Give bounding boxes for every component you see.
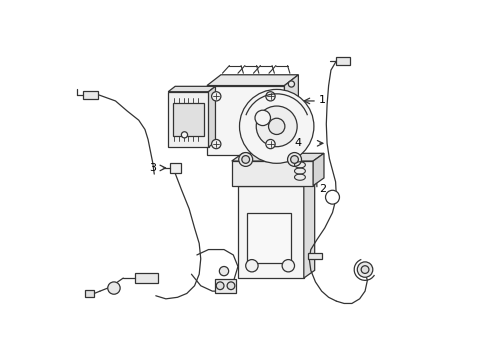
Circle shape	[291, 156, 298, 163]
Bar	[83, 91, 98, 99]
Text: 4: 4	[294, 138, 301, 148]
Polygon shape	[232, 161, 313, 186]
Circle shape	[220, 266, 229, 276]
Bar	[170, 163, 181, 173]
Bar	[215, 279, 236, 293]
Circle shape	[255, 110, 270, 126]
Polygon shape	[313, 153, 324, 186]
Circle shape	[256, 106, 297, 147]
Circle shape	[245, 260, 258, 272]
Polygon shape	[168, 86, 216, 92]
Circle shape	[282, 260, 294, 272]
Polygon shape	[209, 86, 216, 147]
Circle shape	[227, 282, 235, 289]
Circle shape	[108, 282, 120, 294]
Text: 3: 3	[149, 163, 156, 173]
Bar	[336, 57, 350, 65]
Bar	[135, 273, 158, 283]
Bar	[173, 103, 204, 136]
Circle shape	[269, 118, 285, 135]
Polygon shape	[238, 178, 315, 186]
Bar	[247, 213, 292, 263]
Bar	[308, 253, 321, 259]
Polygon shape	[207, 86, 285, 155]
Polygon shape	[168, 92, 209, 147]
Polygon shape	[238, 186, 304, 278]
Polygon shape	[232, 153, 324, 161]
Text: 2: 2	[319, 184, 326, 194]
Polygon shape	[304, 178, 315, 278]
Circle shape	[288, 153, 301, 166]
Polygon shape	[207, 75, 298, 86]
Circle shape	[357, 262, 373, 277]
Polygon shape	[285, 75, 298, 155]
Bar	[84, 289, 94, 297]
Circle shape	[266, 139, 275, 149]
Circle shape	[181, 132, 188, 138]
Circle shape	[240, 89, 314, 163]
Circle shape	[288, 81, 294, 87]
Text: 1: 1	[319, 95, 326, 105]
Circle shape	[242, 156, 249, 163]
Circle shape	[266, 92, 275, 101]
Circle shape	[212, 139, 221, 149]
Circle shape	[325, 190, 340, 204]
Circle shape	[216, 282, 224, 289]
Circle shape	[239, 153, 253, 166]
Circle shape	[212, 92, 221, 101]
Circle shape	[361, 266, 369, 274]
